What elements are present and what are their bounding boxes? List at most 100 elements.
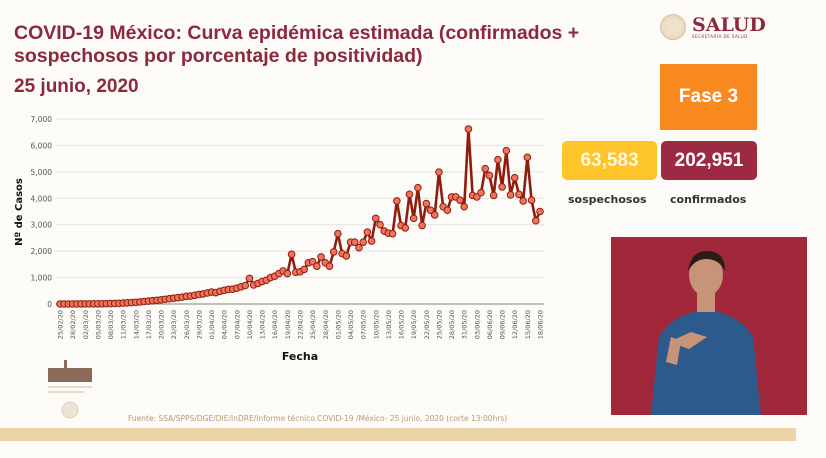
x-tick-label: 31/05/20 bbox=[461, 310, 469, 339]
data-point bbox=[363, 228, 372, 236]
data-point bbox=[477, 188, 485, 197]
data-point bbox=[334, 229, 342, 238]
data-point bbox=[342, 252, 351, 260]
data-point bbox=[308, 257, 317, 266]
x-tick-label: 05/03/20 bbox=[94, 310, 102, 339]
x-tick-label: 16/04/20 bbox=[271, 310, 279, 339]
data-point bbox=[401, 224, 410, 232]
data-point bbox=[485, 171, 494, 180]
x-tick-label: 20/03/20 bbox=[158, 310, 166, 339]
data-point bbox=[313, 262, 321, 271]
x-tick-label: 10/04/20 bbox=[246, 310, 254, 339]
page-title: COVID-19 México: Curva epidémica estimad… bbox=[14, 22, 580, 67]
data-point bbox=[464, 125, 473, 133]
x-tick-label: 28/04/20 bbox=[322, 310, 330, 339]
data-point bbox=[536, 207, 544, 216]
suspected-label: sospechosos bbox=[568, 193, 647, 206]
data-point bbox=[531, 216, 540, 225]
x-tick-label: 25/04/20 bbox=[309, 310, 317, 339]
data-point bbox=[523, 153, 532, 162]
data-point bbox=[422, 199, 431, 208]
data-point bbox=[393, 197, 401, 205]
data-point bbox=[426, 206, 435, 214]
x-tick-label: 09/06/20 bbox=[499, 310, 507, 339]
x-tick-label: 15/06/20 bbox=[524, 310, 532, 339]
data-point bbox=[460, 202, 469, 211]
suspected-count: 63,583 bbox=[562, 141, 657, 180]
epidemic-curve-chart: 0 1,000 2,000 3,000 4,000 5,000 6,000 7,000 25/… bbox=[14, 115, 545, 363]
x-tick-label: 25/02/20 bbox=[57, 310, 65, 339]
data-point bbox=[414, 183, 422, 192]
x-tick-label: 01/05/20 bbox=[334, 310, 342, 339]
data-point bbox=[300, 265, 309, 274]
data-point bbox=[481, 164, 490, 173]
confirmed-label: confirmados bbox=[670, 193, 747, 206]
y-tick-label: 7,000 bbox=[31, 115, 53, 124]
y-tick-label: 5,000 bbox=[31, 168, 53, 177]
x-tick-label: 06/06/20 bbox=[486, 310, 494, 339]
report-date: 25 junio, 2020 bbox=[14, 76, 139, 97]
x-tick-label: 29/03/20 bbox=[195, 310, 203, 339]
data-point bbox=[418, 221, 426, 230]
data-point bbox=[506, 191, 515, 199]
data-point bbox=[350, 238, 359, 246]
x-tick-label: 25/05/20 bbox=[435, 310, 443, 339]
data-point bbox=[498, 183, 506, 191]
data-point bbox=[376, 220, 384, 229]
heroes-emblem-logo bbox=[44, 360, 96, 422]
x-tick-label: 01/04/20 bbox=[208, 310, 216, 339]
x-tick-label: 18/06/20 bbox=[537, 310, 545, 339]
data-point bbox=[515, 190, 523, 199]
data-point bbox=[494, 155, 502, 164]
data-point bbox=[359, 238, 367, 246]
data-point bbox=[367, 237, 376, 245]
data-point bbox=[510, 173, 519, 182]
y-tick-label: 2,000 bbox=[31, 247, 53, 256]
x-tick-label: 07/04/20 bbox=[233, 310, 241, 339]
x-tick-label: 23/03/20 bbox=[170, 310, 178, 339]
national-seal-icon bbox=[660, 14, 686, 40]
data-point bbox=[430, 211, 439, 219]
data-point bbox=[329, 248, 338, 256]
x-tick-label: 19/05/20 bbox=[410, 310, 418, 339]
y-tick-label: 0 bbox=[47, 300, 52, 309]
x-tick-label: 03/06/20 bbox=[473, 310, 481, 339]
x-tick-label: 13/04/20 bbox=[259, 310, 267, 339]
data-point bbox=[388, 229, 397, 238]
y-tick-label: 1,000 bbox=[31, 274, 53, 283]
data-point bbox=[371, 214, 380, 223]
x-tick-label: 13/05/20 bbox=[385, 310, 393, 339]
x-tick-label: 28/02/20 bbox=[69, 310, 77, 339]
x-tick-label: 16/05/20 bbox=[398, 310, 406, 339]
data-point bbox=[245, 274, 254, 283]
x-tick-label: 22/05/20 bbox=[423, 310, 431, 339]
data-point bbox=[443, 206, 452, 214]
source-footnote: Fuente: SSA/SPPS/DGE/DIE/InDRE/Informe t… bbox=[128, 414, 508, 423]
phase-badge: Fase 3 bbox=[660, 64, 757, 130]
data-point bbox=[456, 196, 464, 204]
confirmed-count: 202,951 bbox=[661, 141, 757, 180]
data-point bbox=[519, 197, 527, 205]
x-tick-label: 11/03/20 bbox=[120, 310, 128, 339]
x-tick-label: 04/04/20 bbox=[221, 310, 229, 339]
x-tick-label: 08/03/20 bbox=[107, 310, 115, 339]
y-tick-label: 4,000 bbox=[31, 194, 53, 203]
data-point bbox=[435, 168, 443, 176]
x-tick-label: 17/03/20 bbox=[145, 310, 153, 339]
x-tick-label: 26/03/20 bbox=[183, 310, 191, 339]
logo-text: SALUD bbox=[692, 13, 766, 36]
data-point bbox=[405, 190, 414, 199]
x-tick-label: 10/05/20 bbox=[372, 310, 380, 339]
sign-language-interpreter-video bbox=[611, 237, 807, 415]
x-tick-label: 04/05/20 bbox=[347, 310, 355, 339]
x-tick-label: 12/06/20 bbox=[511, 310, 519, 339]
data-point bbox=[317, 253, 325, 261]
x-tick-label: 07/05/20 bbox=[360, 310, 368, 339]
data-point bbox=[325, 262, 334, 271]
data-point bbox=[502, 146, 511, 155]
x-tick-label: 02/03/20 bbox=[82, 310, 90, 339]
data-point bbox=[527, 196, 536, 204]
footer-band bbox=[0, 428, 796, 441]
data-point bbox=[489, 191, 498, 200]
data-point bbox=[355, 243, 363, 252]
